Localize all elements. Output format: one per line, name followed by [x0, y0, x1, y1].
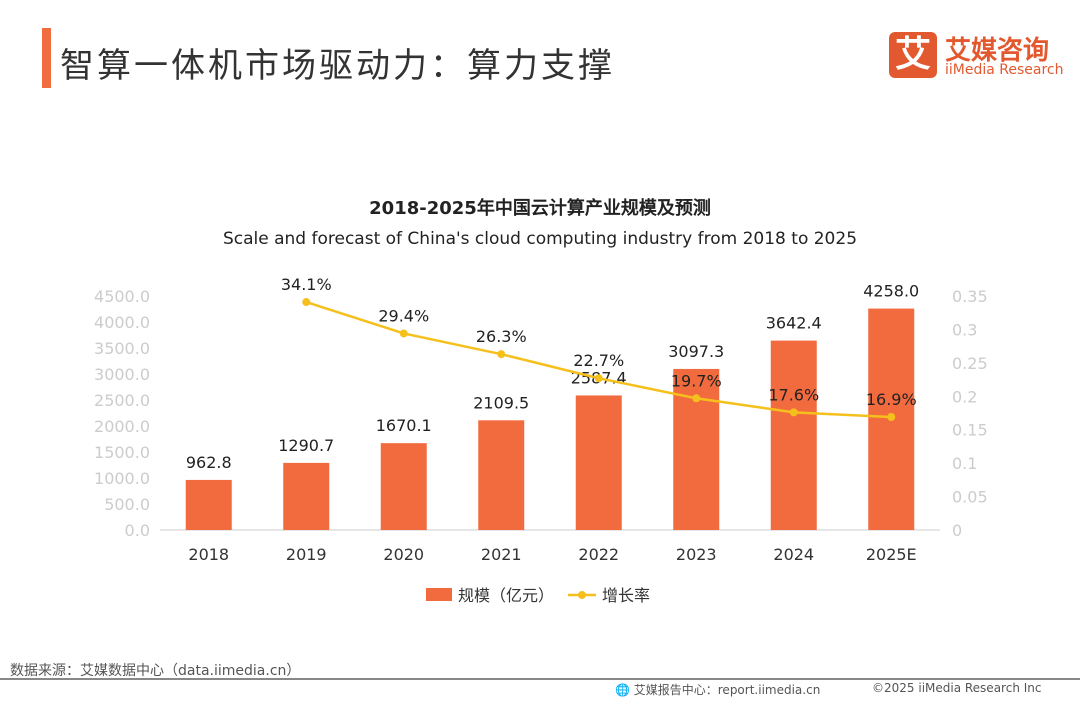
source-note: 数据来源：艾媒数据中心（data.iimedia.cn） — [10, 663, 301, 679]
logo-text-cn: 艾媒咨询 — [945, 36, 1050, 66]
bar-label: 3642.4 — [766, 314, 822, 333]
y-right-tick: 0 — [952, 521, 962, 540]
bar-label: 2109.5 — [473, 393, 529, 412]
growth-label: 19.7% — [671, 371, 722, 390]
x-tick: 2024 — [773, 545, 814, 564]
bar — [673, 368, 720, 530]
legend-line-marker — [578, 591, 586, 599]
bar — [770, 340, 817, 530]
x-tick: 2018 — [188, 545, 229, 564]
bar — [478, 420, 525, 530]
growth-label: 22.7% — [573, 351, 624, 370]
x-tick: 2022 — [578, 545, 619, 564]
bar-label: 962.8 — [186, 453, 232, 472]
growth-label: 26.3% — [476, 327, 527, 346]
y-right-tick: 0.3 — [952, 320, 977, 339]
x-tick: 2021 — [481, 545, 522, 564]
y-left-tick: 500.0 — [104, 495, 150, 514]
logo-mark: 艾 — [889, 32, 937, 78]
bar — [283, 462, 330, 530]
growth-label: 16.9% — [866, 390, 917, 409]
y-right-tick: 0.25 — [952, 354, 988, 373]
chart: 0.0500.01000.01500.02000.02500.03000.035… — [94, 275, 988, 605]
logo-text-en: iiMedia Research — [945, 62, 1064, 78]
x-tick: 2019 — [286, 545, 327, 564]
y-right-tick: 0.2 — [952, 387, 977, 406]
footer-report-link[interactable]: 🌐 艾媒报告中心：report.iimedia.cn — [615, 683, 821, 697]
footer-report-text: 艾媒报告中心：report.iimedia.cn — [633, 683, 821, 697]
growth-label: 29.4% — [378, 306, 429, 325]
x-tick: 2020 — [383, 545, 424, 564]
growth-point — [887, 413, 896, 422]
page-title: 智算一体机市场驱动力：算力支撑 — [60, 46, 615, 86]
y-left-tick: 3500.0 — [94, 339, 150, 358]
y-left-tick: 3000.0 — [94, 365, 150, 384]
y-left-tick: 4000.0 — [94, 313, 150, 332]
chart-title: 2018-2025年中国云计算产业规模及预测 — [369, 198, 711, 219]
y-right-tick: 0.15 — [952, 421, 988, 440]
footer-divider — [0, 678, 1080, 680]
y-right-tick: 0.05 — [952, 488, 988, 507]
bar — [575, 395, 622, 530]
growth-point — [789, 408, 798, 417]
growth-point — [594, 374, 603, 383]
bar — [380, 443, 427, 530]
growth-point — [399, 329, 408, 338]
bar-label: 3097.3 — [668, 342, 724, 361]
growth-point — [302, 298, 311, 307]
y-left-tick: 1500.0 — [94, 443, 150, 462]
chart-subtitle: Scale and forecast of China's cloud comp… — [222, 229, 858, 249]
y-left-tick: 4500.0 — [94, 287, 150, 306]
footer-copyright: ©2025 iiMedia Research Inc — [872, 681, 1042, 695]
y-right-tick: 0.1 — [952, 454, 977, 473]
y-left-tick: 2500.0 — [94, 391, 150, 410]
growth-point — [497, 350, 506, 359]
growth-point — [692, 394, 701, 403]
growth-label: 17.6% — [768, 385, 819, 404]
bar — [185, 479, 232, 530]
bar-label: 4258.0 — [863, 282, 919, 301]
legend-line-label: 增长率 — [602, 586, 650, 605]
x-tick: 2023 — [676, 545, 717, 564]
growth-label: 34.1% — [281, 275, 332, 294]
legend-bar-label: 规模（亿元） — [458, 586, 554, 605]
y-right-tick: 0.35 — [952, 287, 988, 306]
legend-bar-swatch — [426, 588, 452, 601]
x-tick: 2025E — [866, 545, 917, 564]
y-left-tick: 1000.0 — [94, 469, 150, 488]
y-left-tick: 2000.0 — [94, 417, 150, 436]
y-left-tick: 0.0 — [125, 521, 150, 540]
bar-label: 1290.7 — [278, 436, 334, 455]
title-accent-bar — [42, 28, 51, 88]
bar-label: 1670.1 — [376, 416, 432, 435]
